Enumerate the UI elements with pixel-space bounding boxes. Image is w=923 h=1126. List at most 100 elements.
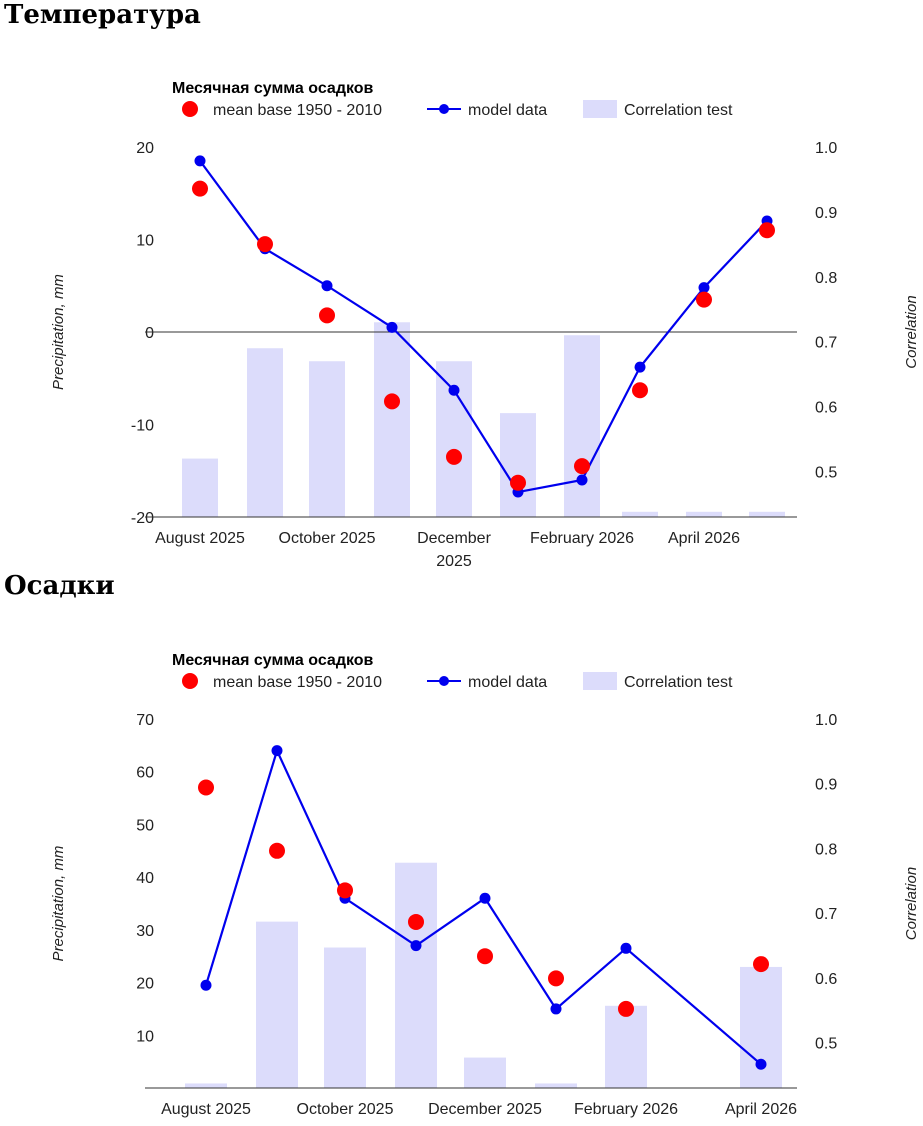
- correlation-bar: [436, 361, 472, 517]
- mean-base-point: [574, 458, 590, 475]
- x-tick-label: February 2026: [574, 1101, 678, 1118]
- legend-correlation-swatch: [583, 100, 617, 118]
- y2-tick-label: 0.6: [815, 971, 837, 988]
- y2-tick-label: 0.9: [815, 205, 837, 222]
- correlation-bar: [182, 458, 218, 517]
- model-data-point: [321, 280, 333, 292]
- correlation-bar: [622, 511, 658, 517]
- x-tick-label: April 2026: [668, 530, 740, 547]
- correlation-bar: [464, 1057, 506, 1088]
- mean-base-point: [269, 842, 285, 859]
- y2-axis-title: Correlation: [903, 295, 920, 368]
- y2-tick-label: 1.0: [815, 712, 837, 729]
- legend-correlation-label: Correlation test: [624, 102, 733, 119]
- model-data-line: [199, 160, 768, 494]
- model-data-point: [410, 940, 422, 952]
- model-data-point: [634, 361, 646, 373]
- x-tick-label: October 2025: [297, 1101, 394, 1118]
- x-tick-label: February 2026: [530, 530, 634, 547]
- legend-mean-label: mean base 1950 - 2010: [213, 102, 382, 119]
- model-data-point: [479, 892, 491, 904]
- correlation-bar: [395, 862, 437, 1088]
- y-axis-title: Precipitation, mm: [50, 846, 67, 962]
- mean-base-point: [192, 180, 208, 197]
- y-tick-label: 20: [136, 976, 154, 993]
- legend-mean-marker: [182, 101, 198, 117]
- section-title-temperature: Температура: [4, 0, 201, 30]
- y-tick-label: -10: [131, 418, 154, 435]
- y-tick-label: 40: [136, 870, 154, 887]
- y2-tick-label: 0.5: [815, 1036, 837, 1053]
- mean-base-point: [198, 779, 214, 796]
- mean-base-point: [477, 948, 493, 965]
- legend-mean-marker: [182, 673, 198, 689]
- y-tick-label: 20: [136, 140, 154, 157]
- mean-base-point: [753, 956, 769, 973]
- mean-base-point: [618, 1000, 634, 1017]
- y2-tick-label: 0.7: [815, 335, 837, 352]
- model-data-point: [755, 1058, 767, 1070]
- y-axis-title: Precipitation, mm: [50, 274, 67, 390]
- mean-base-point: [446, 448, 462, 465]
- model-data-point: [194, 155, 206, 167]
- section-title-precipitation: Осадки: [4, 571, 115, 601]
- y2-tick-label: 0.6: [815, 400, 837, 417]
- x-tick-label: October 2025: [279, 530, 376, 547]
- correlation-bar: [740, 966, 782, 1088]
- y-tick-label: 70: [136, 712, 154, 729]
- model-data-point: [620, 942, 632, 954]
- model-data-point: [448, 384, 460, 396]
- correlation-bar: [500, 413, 536, 517]
- model-data-point: [576, 474, 588, 486]
- chart-title: Месячная сумма осадков: [172, 80, 374, 97]
- legend-mean-label: mean base 1950 - 2010: [213, 674, 382, 691]
- chart-title: Месячная сумма осадков: [172, 652, 374, 669]
- y-tick-label: 10: [136, 233, 154, 250]
- correlation-bar: [535, 1083, 577, 1088]
- y2-tick-label: 1.0: [815, 140, 837, 157]
- legend-model-label: model data: [468, 102, 547, 119]
- x-tick-label: April 2026: [725, 1101, 797, 1118]
- correlation-bar: [185, 1083, 227, 1088]
- mean-base-point: [548, 970, 564, 987]
- y-tick-label: 60: [136, 765, 154, 782]
- mean-base-point: [510, 474, 526, 491]
- x-tick-label: August 2025: [161, 1101, 251, 1118]
- correlation-bar: [374, 322, 410, 517]
- y-tick-label: 30: [136, 923, 154, 940]
- correlation-bar: [605, 1005, 647, 1088]
- y-tick-label: 10: [136, 1028, 154, 1045]
- model-data-line: [204, 747, 762, 1066]
- temperature-chart: Месячная сумма осадков mean base 1950 - 2…: [50, 80, 920, 570]
- y2-tick-label: 0.9: [815, 777, 837, 794]
- mean-base-point: [408, 913, 424, 930]
- x-tick-label: August 2025: [155, 530, 245, 547]
- precipitation-chart: Месячная сумма осадков mean base 1950 - 2…: [50, 652, 920, 1118]
- y2-tick-label: 0.8: [815, 270, 837, 287]
- y2-tick-label: 0.8: [815, 841, 837, 858]
- mean-base-point: [257, 236, 273, 253]
- correlation-bar: [324, 947, 366, 1088]
- legend-correlation-label: Correlation test: [624, 674, 733, 691]
- mean-base-point: [696, 291, 712, 308]
- mean-base-point: [384, 393, 400, 410]
- y2-axis-title: Correlation: [903, 867, 920, 940]
- x-tick-label: December 2025: [417, 530, 491, 570]
- x-tick-label: December 2025: [428, 1101, 542, 1118]
- correlation-bar: [247, 348, 283, 517]
- y-tick-label: 0: [145, 325, 154, 342]
- mean-base-point: [632, 382, 648, 399]
- correlation-bar: [256, 921, 298, 1088]
- legend-model-marker: [439, 676, 449, 686]
- legend-model-marker: [439, 104, 449, 114]
- y2-tick-label: 0.5: [815, 465, 837, 482]
- correlation-bar: [309, 361, 345, 517]
- model-data-point: [698, 282, 710, 294]
- mean-base-point: [337, 882, 353, 899]
- correlation-bar: [749, 511, 785, 517]
- legend-model-label: model data: [468, 674, 547, 691]
- y2-tick-label: 0.7: [815, 906, 837, 923]
- model-data-point: [200, 979, 212, 991]
- model-data-point: [550, 1003, 562, 1015]
- y-tick-label: -20: [131, 510, 154, 527]
